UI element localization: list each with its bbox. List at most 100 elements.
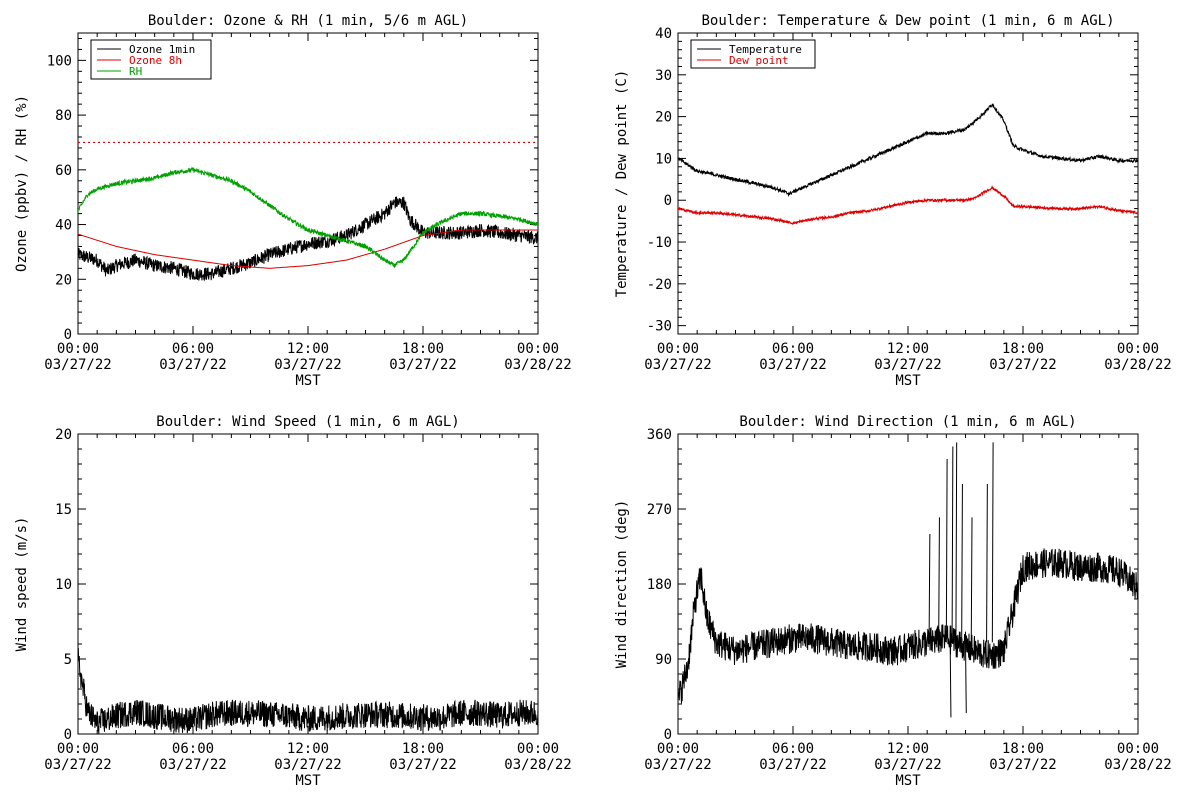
- panel-ozone-rh: Boulder: Ozone & RH (1 min, 5/6 m AGL) 0 2…: [14, 13, 572, 389]
- panel-temperature-dewpoint: Boulder: Temperature & Dew point (1 min,…: [614, 13, 1172, 389]
- y-tick-label: 0: [64, 727, 72, 743]
- x-tick-date: 03/27/22: [644, 757, 711, 773]
- x-tick-date: 03/27/22: [159, 757, 226, 773]
- x-tick-date: 03/27/22: [274, 357, 341, 373]
- y-tick-label: 40: [55, 218, 72, 234]
- y-tick-label: 100: [47, 53, 72, 69]
- x-tick-time: 12:00: [887, 741, 929, 757]
- y-axis-label: Temperature / Dew point (C): [614, 70, 630, 298]
- y-tick-label: 80: [55, 108, 72, 124]
- direction-spike: [938, 517, 940, 643]
- x-tick-date: 03/27/22: [874, 757, 941, 773]
- direction-spike: [961, 483, 963, 643]
- y-tick-label: 30: [655, 68, 672, 84]
- y-tick-label: 180: [647, 577, 672, 593]
- x-axis-label: MST: [295, 373, 321, 389]
- series-line-0: [678, 548, 1138, 704]
- y-tick-label: 0: [664, 727, 672, 743]
- x-tick-time: 00:00: [657, 341, 699, 357]
- x-tick-date: 03/27/22: [989, 357, 1056, 373]
- panel-wind-direction: Boulder: Wind Direction (1 min, 6 m AGL)…: [614, 414, 1172, 789]
- x-tick-date: 03/28/22: [1104, 757, 1171, 773]
- legend-label: RH: [129, 65, 142, 78]
- x-tick-time: 00:00: [57, 741, 99, 757]
- y-tick-label: -20: [647, 277, 672, 293]
- x-tick-date: 03/27/22: [389, 357, 456, 373]
- y-axis-label: Wind direction (deg): [614, 500, 630, 669]
- direction-spike: [965, 642, 967, 714]
- legend-box: [690, 39, 816, 69]
- chart-title: Boulder: Wind Speed (1 min, 6 m AGL): [156, 414, 459, 430]
- y-tick-label: 0: [664, 193, 672, 209]
- y-tick-label: 90: [655, 652, 672, 668]
- x-tick-time: 06:00: [172, 741, 214, 757]
- x-tick-date: 03/27/22: [159, 357, 226, 373]
- x-tick-date: 03/27/22: [989, 757, 1056, 773]
- x-tick-time: 00:00: [57, 341, 99, 357]
- x-tick-date: 03/27/22: [274, 757, 341, 773]
- series-line-2: [78, 166, 538, 268]
- y-tick-label: 15: [55, 502, 72, 518]
- y-tick-label: -30: [647, 319, 672, 335]
- direction-spike: [949, 642, 952, 718]
- direction-spike: [970, 517, 973, 643]
- legend-label: Temperature: [729, 43, 802, 56]
- legend-label: Ozone 1min: [129, 43, 195, 56]
- y-axis-label: Ozone (ppbv) / RH (%): [14, 95, 30, 272]
- x-tick-date: 03/27/22: [874, 357, 941, 373]
- x-tick-time: 00:00: [1117, 341, 1159, 357]
- series-line-1: [678, 184, 1138, 225]
- x-tick-time: 00:00: [1117, 741, 1159, 757]
- chart-title: Boulder: Temperature & Dew point (1 min,…: [701, 13, 1114, 29]
- direction-spike: [955, 442, 958, 643]
- x-axis-label: MST: [295, 773, 321, 789]
- x-tick-time: 00:00: [657, 741, 699, 757]
- series-line-0: [678, 103, 1138, 198]
- x-tick-date: 03/27/22: [44, 357, 111, 373]
- x-tick-time: 06:00: [772, 741, 814, 757]
- y-tick-label: 20: [55, 427, 72, 443]
- plot-frame: [677, 32, 1139, 335]
- x-tick-time: 06:00: [172, 341, 214, 357]
- x-tick-date: 03/27/22: [389, 757, 456, 773]
- y-axis-label: Wind speed (m/s): [14, 517, 30, 652]
- x-tick-date: 03/27/22: [644, 357, 711, 373]
- x-tick-time: 06:00: [772, 341, 814, 357]
- legend-label: Dew point: [729, 54, 789, 67]
- x-tick-date: 03/28/22: [1104, 357, 1171, 373]
- y-tick-label: 60: [55, 163, 72, 179]
- x-tick-time: 12:00: [287, 741, 329, 757]
- direction-spike: [951, 446, 954, 643]
- x-tick-time: 18:00: [1002, 741, 1044, 757]
- x-axis-label: MST: [895, 373, 921, 389]
- series-line-1: [78, 229, 538, 269]
- y-tick-label: 10: [655, 151, 672, 167]
- y-tick-label: 40: [655, 26, 672, 42]
- x-tick-time: 18:00: [1002, 341, 1044, 357]
- x-tick-time: 12:00: [887, 341, 929, 357]
- panel-wind-speed: Boulder: Wind Speed (1 min, 6 m AGL) 0 5 10…: [14, 414, 572, 789]
- x-tick-date: 03/27/22: [759, 357, 826, 373]
- y-tick-label: 20: [55, 272, 72, 288]
- x-tick-date: 03/27/22: [759, 757, 826, 773]
- y-tick-label: 0: [64, 327, 72, 343]
- x-tick-time: 00:00: [517, 341, 559, 357]
- x-tick-time: 12:00: [287, 341, 329, 357]
- y-tick-label: 360: [647, 427, 672, 443]
- chart-title: Boulder: Ozone & RH (1 min, 5/6 m AGL): [148, 13, 468, 29]
- plot-frame: [677, 433, 1139, 735]
- x-tick-time: 18:00: [402, 341, 444, 357]
- x-tick-date: 03/28/22: [504, 757, 571, 773]
- series-line-0: [78, 648, 538, 734]
- direction-spike: [928, 533, 931, 643]
- x-tick-time: 00:00: [517, 741, 559, 757]
- x-tick-date: 03/27/22: [44, 757, 111, 773]
- direction-spike: [945, 458, 948, 643]
- y-tick-label: 10: [55, 577, 72, 593]
- chart-title: Boulder: Wind Direction (1 min, 6 m AGL): [739, 414, 1076, 430]
- direction-spike: [991, 442, 994, 643]
- y-tick-label: 270: [647, 502, 672, 518]
- series-line-0: [78, 196, 538, 282]
- y-tick-label: 20: [655, 110, 672, 126]
